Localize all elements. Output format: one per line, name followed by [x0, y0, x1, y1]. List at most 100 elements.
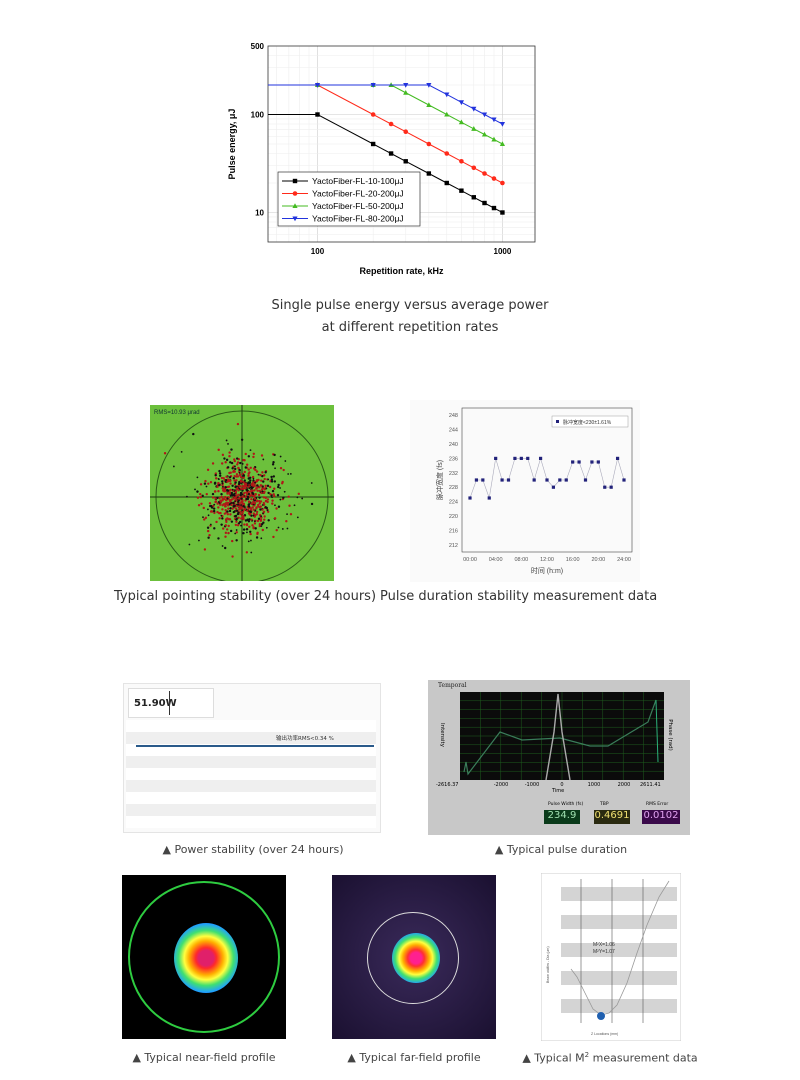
scatter-point — [239, 476, 243, 479]
scatter-point — [213, 527, 216, 530]
x-tick-label: 24:00 — [617, 557, 631, 563]
scatter-point — [263, 474, 266, 477]
scatter-point — [277, 526, 280, 529]
scatter-point — [206, 468, 210, 472]
scatter-point — [237, 482, 241, 486]
scatter-point — [218, 517, 221, 520]
scatter-point — [225, 439, 228, 442]
scatter-point — [246, 496, 250, 499]
data-point — [590, 460, 594, 464]
scatter-point — [234, 490, 238, 493]
scatter-point — [221, 508, 224, 511]
scatter-point — [256, 531, 259, 534]
data-point — [444, 111, 450, 117]
legend-marker — [556, 420, 559, 423]
scatter-point — [214, 497, 217, 500]
scatter-point — [180, 450, 183, 453]
scatter-point — [221, 517, 224, 520]
scatter-point — [216, 485, 219, 488]
far-field-image — [332, 875, 496, 1039]
scatter-point — [251, 475, 255, 479]
data-point — [388, 151, 394, 156]
scatter-point — [231, 467, 234, 470]
x-tick-label: 2000 — [617, 782, 631, 788]
plot-frame — [461, 407, 633, 553]
scatter-point — [259, 473, 262, 477]
m2-xlabel: Z Locations (mm) — [591, 1032, 618, 1036]
scatter-point — [199, 483, 203, 486]
data-point — [545, 478, 549, 482]
scatter-point — [208, 533, 211, 537]
scatter-point — [237, 500, 240, 504]
scatter-point — [239, 491, 243, 495]
data-point — [596, 460, 600, 464]
data-point — [481, 112, 488, 118]
data-point — [471, 195, 476, 200]
data-point — [426, 82, 432, 88]
scatter-point — [206, 529, 210, 533]
scatter-point — [242, 474, 246, 477]
data-point — [426, 141, 432, 147]
scatter-point — [224, 502, 227, 505]
scatter-point — [249, 479, 252, 482]
scatter-point — [249, 466, 252, 470]
scatter-point — [272, 535, 275, 539]
scatter-point — [247, 468, 250, 471]
scatter-point — [234, 485, 238, 488]
scatter-point — [236, 512, 240, 516]
scatter-point — [217, 489, 220, 493]
scatter-point — [250, 483, 254, 487]
scatter-point — [252, 512, 256, 515]
data-point — [471, 126, 477, 131]
scatter-point — [234, 515, 236, 518]
scatter-point — [281, 528, 284, 530]
scatter-point — [201, 494, 204, 498]
scatter-point — [241, 512, 244, 515]
y-axis-label: 脉冲宽度 (fs) — [435, 460, 444, 500]
scatter-point — [271, 463, 275, 466]
scatter-point — [239, 480, 243, 483]
scatter-point — [246, 531, 248, 534]
scatter-point — [233, 479, 236, 482]
scatter-point — [232, 470, 235, 474]
m2-fit-curve — [570, 880, 670, 1016]
scatter-point — [249, 449, 252, 451]
scatter-point — [224, 461, 227, 464]
scatter-point — [227, 507, 230, 510]
scatter-point — [240, 497, 243, 500]
scatter-point — [275, 528, 278, 532]
scatter-point — [263, 490, 266, 494]
scatter-point — [218, 502, 221, 504]
data-point — [403, 89, 409, 95]
scatter-point — [198, 539, 200, 542]
data-point — [558, 478, 562, 482]
scatter-point — [224, 505, 227, 508]
scatter-point — [273, 480, 277, 483]
scatter-point — [250, 518, 253, 521]
scatter-point — [231, 507, 234, 510]
scatter-point — [263, 477, 266, 481]
scatter-point — [204, 516, 208, 520]
plot-frame — [267, 45, 536, 243]
scatter-point — [242, 458, 245, 462]
scatter-point — [238, 471, 241, 474]
scatter-point — [276, 493, 280, 497]
scatter-point — [253, 522, 257, 525]
data-point — [499, 121, 506, 127]
scatter-point — [266, 484, 270, 488]
scatter-point — [262, 480, 265, 483]
scatter-point — [229, 482, 232, 485]
data-point — [622, 478, 626, 482]
m2-measurement-chart: M²X=1.06 M²Y=1.07 Z Locations (mm) Beam … — [541, 873, 681, 1041]
scatter-point — [248, 513, 251, 516]
data-point — [491, 176, 497, 181]
scatter-point — [282, 468, 285, 472]
scatter-point — [274, 504, 276, 507]
scatter-point — [172, 465, 175, 468]
scatter-point — [224, 518, 228, 521]
scatter-point — [224, 531, 228, 535]
scatter-point — [214, 473, 217, 477]
scatter-point — [251, 486, 254, 489]
scatter-point — [228, 454, 231, 458]
scatter-point — [217, 481, 220, 485]
